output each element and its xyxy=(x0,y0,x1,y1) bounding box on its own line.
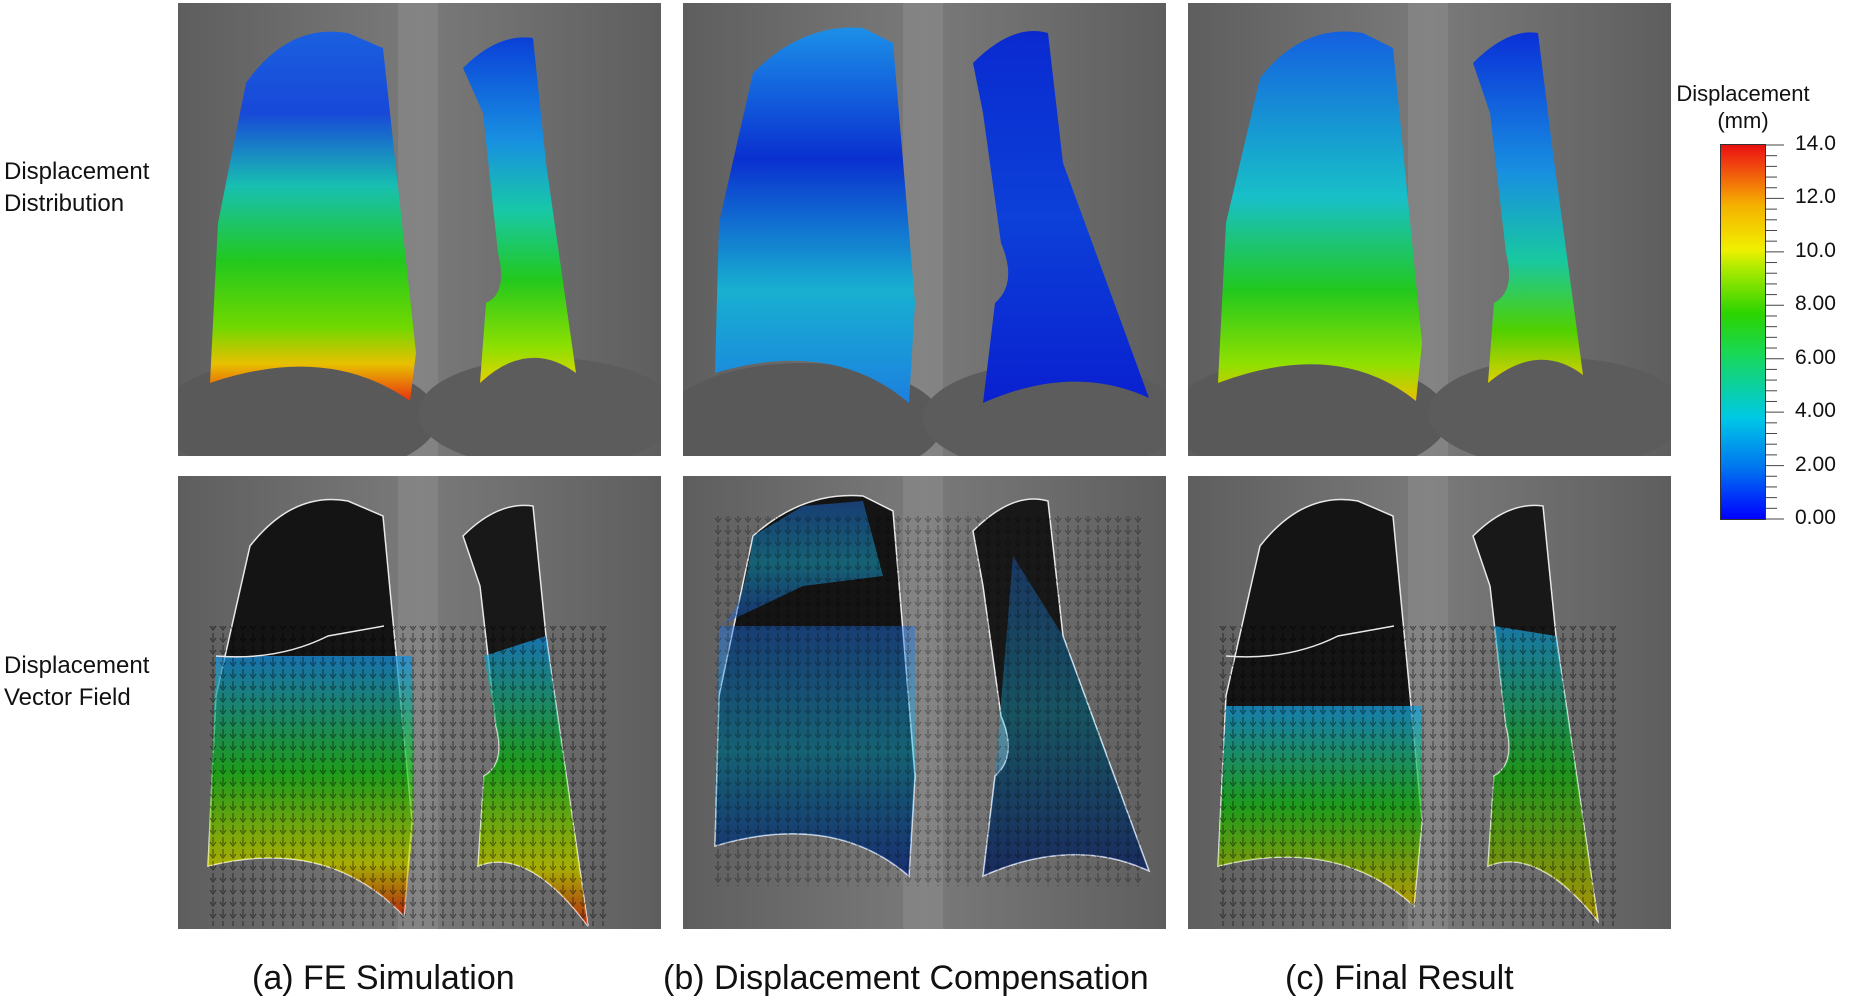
colorbar-tick-label: 8.00 xyxy=(1795,292,1836,316)
row-label-line-1: Displacement xyxy=(4,652,150,679)
colorbar-tick-label: 10.0 xyxy=(1795,238,1836,262)
panel-c-displacement-vector-field xyxy=(1188,476,1671,929)
lung-displacement-map xyxy=(1188,3,1671,456)
lung-displacement-map xyxy=(683,3,1166,456)
colorbar-ticks xyxy=(1766,144,1784,520)
colorbar-tick-label: 6.00 xyxy=(1795,345,1836,369)
caption-a: (a) FE Simulation xyxy=(252,958,515,998)
colorbar-tick-label: 4.00 xyxy=(1795,399,1836,423)
colorbar-title-line-1: Displacement xyxy=(1676,81,1810,106)
lung-vector-field xyxy=(178,476,661,929)
panel-b-displacement-vector-field xyxy=(683,476,1166,929)
panel-a-displacement-distribution xyxy=(178,3,661,456)
panel-a-displacement-vector-field xyxy=(178,476,661,929)
caption-letter: (b) xyxy=(663,959,705,997)
colorbar-tick-label: 2.00 xyxy=(1795,452,1836,476)
colorbar-title-line-2: (mm) xyxy=(1717,108,1769,133)
caption-b: (b) Displacement Compensation xyxy=(663,958,1149,998)
caption-text: Displacement Compensation xyxy=(714,959,1149,997)
caption-text: FE Simulation xyxy=(303,959,515,997)
row-label-displacement-distribution: Displacement Distribution xyxy=(4,156,149,220)
colorbar xyxy=(1720,144,1766,520)
caption-c: (c) Final Result xyxy=(1285,958,1514,998)
colorbar-tick-label: 14.0 xyxy=(1795,132,1836,155)
colorbar-tick-label: 12.0 xyxy=(1795,185,1836,209)
caption-letter: (a) xyxy=(252,959,294,997)
lung-displacement-map xyxy=(178,3,661,456)
caption-letter: (c) xyxy=(1285,959,1325,997)
row-label-displacement-vector-field: Displacement Vector Field xyxy=(4,650,149,714)
panel-b-displacement-distribution xyxy=(683,3,1166,456)
lung-vector-field xyxy=(683,476,1166,929)
row-label-line-2: Vector Field xyxy=(4,684,131,711)
lung-vector-field xyxy=(1188,476,1671,929)
colorbar-title: Displacement (mm) xyxy=(1668,80,1818,134)
caption-text: Final Result xyxy=(1334,959,1514,997)
row-label-line-2: Distribution xyxy=(4,190,125,217)
row-label-line-1: Displacement xyxy=(4,158,150,185)
panel-c-displacement-distribution xyxy=(1188,3,1671,456)
colorbar-tick-label: 0.00 xyxy=(1795,506,1836,529)
